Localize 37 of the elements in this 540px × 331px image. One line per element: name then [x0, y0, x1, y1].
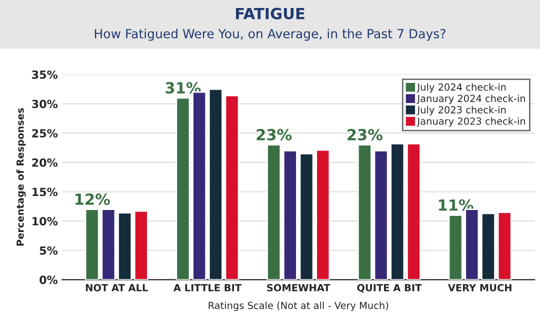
bar — [176, 97, 190, 280]
x-tick-label: QUITE A BIT — [357, 284, 422, 293]
bar — [481, 212, 496, 280]
y-tick-label: 35% — [32, 70, 58, 79]
bar — [118, 212, 132, 280]
data-label: 12% — [76, 193, 110, 205]
legend-label: January 2024 check-in — [416, 94, 526, 104]
x-tick-label: SOMEWHAT — [267, 284, 330, 292]
y-tick-label: 0% — [40, 276, 58, 284]
legend-label: July 2024 check-in — [416, 83, 506, 93]
chart-subtitle: How Fatigued Were You, on Average, in the Past 7 Days? — [94, 28, 446, 41]
bar — [224, 94, 240, 280]
data-label: 23% — [256, 128, 292, 140]
data-label: 31% — [166, 82, 201, 94]
data-label: 23% — [348, 128, 382, 140]
y-tick-label: 10% — [32, 217, 58, 226]
data-label: 11% — [438, 199, 474, 211]
y-axis-title: Percentage of Responses — [16, 108, 26, 246]
bar — [282, 150, 298, 280]
y-tick-label: 30% — [32, 100, 58, 108]
y-tick-label: 5% — [40, 246, 58, 255]
bar — [208, 88, 223, 280]
chart-title: FATIGUE — [236, 8, 304, 20]
bar — [357, 144, 372, 280]
y-tick-label: 20% — [32, 158, 58, 167]
bar — [497, 212, 512, 280]
bar — [134, 210, 148, 280]
x-axis-title: Ratings Scale (Not at all - Very Much) — [208, 302, 388, 312]
x-tick-label: VERY MUCH — [448, 284, 512, 292]
y-tick-label: 25% — [32, 129, 58, 138]
legend-label: July 2023 check-in — [416, 106, 506, 116]
x-tick-label: NOT AT ALL — [86, 284, 148, 292]
bar — [266, 144, 282, 280]
x-tick-label: A LITTLE BIT — [173, 284, 242, 292]
y-tick-label: 15% — [32, 188, 58, 196]
legend-label: January 2023 check-in — [416, 117, 526, 127]
bar — [406, 142, 421, 280]
